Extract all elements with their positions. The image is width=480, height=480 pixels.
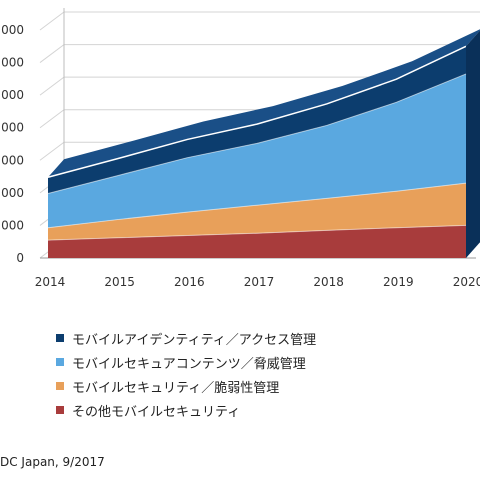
legend-item: モバイルアイデンティティ／アクセス管理 [56,326,316,350]
series-boundary [47,182,467,229]
area-series-4 [48,46,466,194]
y-tick-label: 000 [1,88,24,102]
y-tick-label: 000 [1,186,24,200]
gridline [39,44,480,63]
legend-swatch [56,358,64,366]
area-series [47,29,480,258]
x-tick-label: 2020 [453,275,480,289]
legend-swatch [56,334,64,342]
x-tick-label: 2016 [174,275,205,289]
y-tick-label: 000 [1,23,24,37]
area-top-face [48,29,480,178]
legend-swatch [56,382,64,390]
legend-item: モバイルセキュアコンテンツ／脅威管理 [56,350,316,374]
series-boundary [47,73,467,194]
legend-label: その他モバイルセキュリティ [72,404,241,420]
x-tick-label: 2019 [383,275,414,289]
legend-item: その他モバイルセキュリティ [56,398,316,422]
legend-item: モバイルセキュリティ／脆弱性管理 [56,374,316,398]
x-tick-label: 2017 [244,275,275,289]
y-tick-label: 000 [1,218,24,232]
x-tick-labels: 2014 2015 2016 2017 2018 2019 2020 [35,275,480,289]
y-tick-label: 0 [16,251,24,265]
legend-label: モバイルセキュリティ／脆弱性管理 [72,380,280,396]
x-tick-label: 2015 [104,275,135,289]
gridline [39,11,480,31]
legend-label: モバイルアイデンティティ／アクセス管理 [72,332,317,348]
area-series-2 [48,183,466,241]
area-series-3 [48,73,466,228]
x-tick-label: 2018 [313,275,344,289]
legend-swatch [56,406,64,414]
source-note: DC Japan, 9/2017 [0,455,105,469]
y-tick-label: 000 [1,153,24,167]
series-boundary [47,224,467,241]
area-top-edge [47,45,467,178]
legend-label: モバイルセキュアコンテンツ／脅威管理 [72,356,306,372]
y-tick-label: 000 [1,121,24,135]
area-side-face [466,30,480,258]
area-series-1 [48,225,466,258]
x-tick-label: 2014 [35,275,66,289]
y-tick-label: 000 [1,56,24,70]
legend: モバイルアイデンティティ／アクセス管理 モバイルセキュアコンテンツ／脅威管理 モバイ… [56,326,316,422]
